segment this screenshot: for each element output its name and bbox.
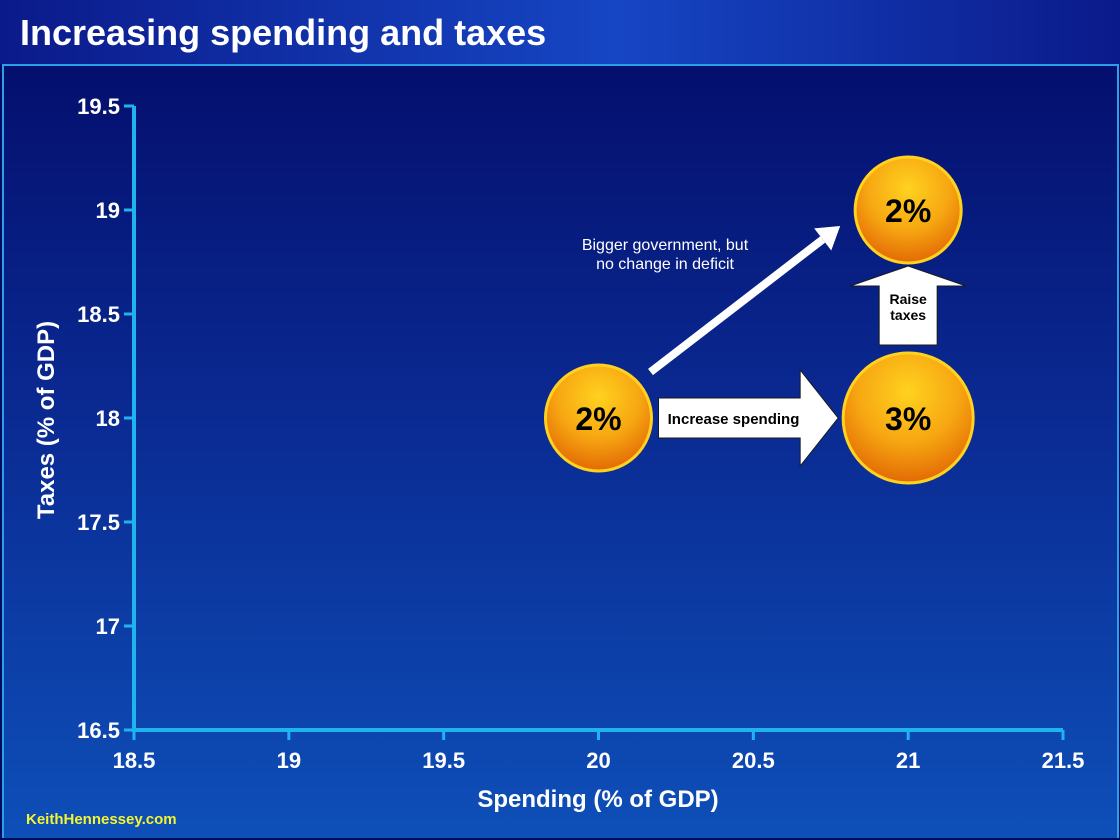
- x-tick-label: 21: [896, 748, 920, 773]
- data-point-label-2: 3%: [885, 401, 931, 437]
- footer-credit: KeithHennessey.com: [26, 811, 177, 828]
- increase-spending-arrow: [658, 368, 839, 468]
- x-tick-label: 19: [277, 748, 301, 773]
- data-point-label-3: 2%: [885, 193, 931, 229]
- raise-taxes-label-line2: taxes: [890, 307, 926, 323]
- data-point-label-1: 2%: [575, 401, 621, 437]
- x-axis-label: Spending (% of GDP): [477, 786, 718, 813]
- x-tick-label: 18.5: [113, 748, 156, 773]
- y-tick-label: 18.5: [77, 302, 120, 327]
- y-tick-label: 19: [96, 198, 120, 223]
- diagonal-label-line1: Bigger government, but: [582, 237, 749, 254]
- diagonal-label-line2: no change in deficit: [596, 256, 734, 273]
- y-tick-label: 18: [96, 406, 120, 431]
- y-tick-label: 17.5: [77, 510, 120, 535]
- increase-spending-label: Increase spending: [668, 411, 800, 428]
- x-tick-label: 21.5: [1042, 748, 1085, 773]
- x-tick-label: 20.5: [732, 748, 775, 773]
- page-title: Increasing spending and taxes: [20, 12, 547, 53]
- axes: [124, 104, 1065, 740]
- data-point-1: [544, 363, 653, 473]
- title-bar: Increasing spending and taxes: [0, 0, 1120, 64]
- x-tick-label: 20: [586, 748, 610, 773]
- x-tick-label: 19.5: [422, 748, 465, 773]
- data-points: 2% 3% 2%: [544, 155, 975, 485]
- data-point-3: [853, 155, 963, 265]
- y-axis-label: Taxes (% of GDP): [33, 321, 60, 519]
- data-point-2: [841, 351, 975, 485]
- y-tick-label: 17: [96, 614, 120, 639]
- raise-taxes-label-line1: Raise: [889, 291, 927, 307]
- raise-taxes-arrow: [850, 265, 967, 346]
- diagonal-arrow-head: [814, 226, 841, 251]
- tick-labels: 18.5 19 19.5 20 20.5 21 21.5 16.5 17 17.5 18 18.5 19…: [77, 94, 1084, 773]
- y-tick-label: 19.5: [77, 94, 120, 119]
- y-tick-label: 16.5: [77, 718, 120, 743]
- diagonal-arrow-shaft: [648, 236, 826, 376]
